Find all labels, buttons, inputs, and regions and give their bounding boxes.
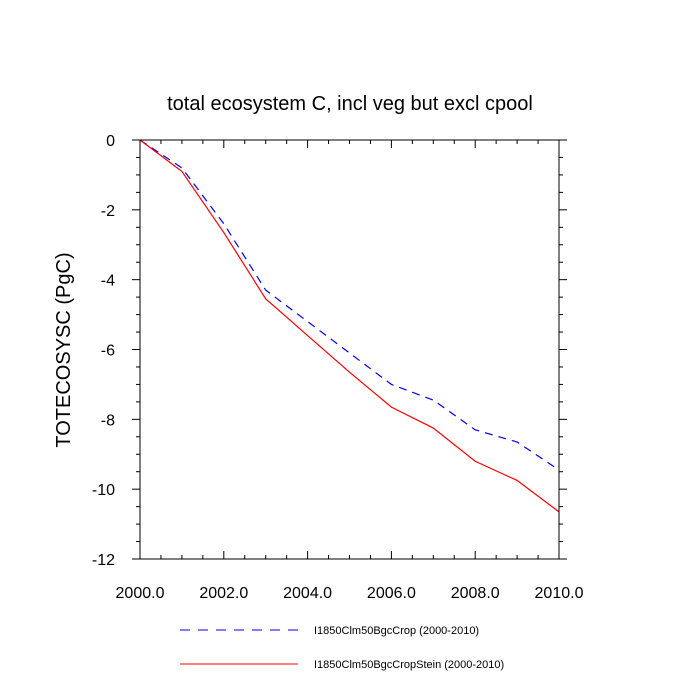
x-tick-label: 2004.0 — [283, 585, 332, 602]
chart-title: total ecosystem C, incl veg but excl cpo… — [167, 93, 533, 115]
series-line-2 — [139, 139, 560, 513]
x-tick-label: 2010.0 — [535, 585, 584, 602]
axis-ticks: 2000.0 2002.0 2004.0 2006.0 2008.0 2010.0 0 -2 -… — [92, 133, 584, 602]
y-tick-label: -6 — [101, 343, 115, 360]
data-series — [139, 139, 560, 513]
y-axis-label: TOTECOSYSC (PgC) — [53, 252, 75, 447]
y-tick-label: 0 — [106, 133, 115, 150]
plot-frame — [139, 139, 560, 560]
series-line-1 — [139, 139, 560, 471]
legend-label-1: I1850Clm50BgcCrop (2000-2010) — [314, 625, 479, 637]
y-tick-label: -2 — [101, 203, 115, 220]
x-tick-label: 2002.0 — [199, 585, 248, 602]
legend-label-2: I1850Clm50BgcCropStein (2000-2010) — [314, 659, 504, 671]
y-tick-label: -4 — [101, 273, 115, 290]
y-tick-label: -12 — [92, 552, 115, 569]
x-tick-label: 2006.0 — [367, 585, 416, 602]
y-tick-label: -8 — [101, 412, 115, 429]
y-tick-label: -10 — [92, 482, 115, 499]
legend: I1850Clm50BgcCrop (2000-2010) I1850Clm50B… — [180, 625, 504, 671]
x-tick-label: 2008.0 — [451, 585, 500, 602]
x-tick-label: 2000.0 — [116, 585, 165, 602]
